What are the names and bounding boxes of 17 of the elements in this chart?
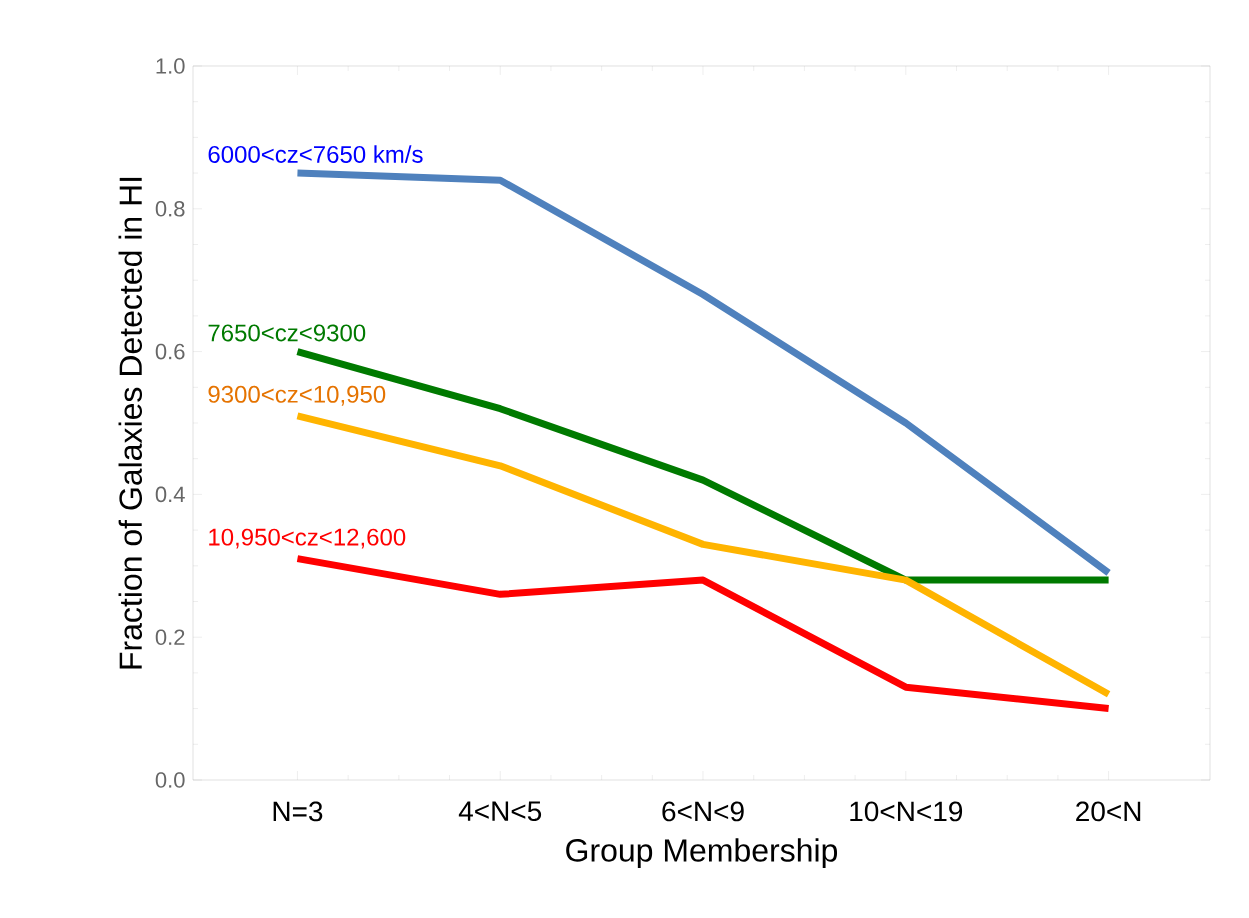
series-label: 9300<cz<10,950 — [208, 385, 386, 406]
series-label: 7650<cz<9300 — [208, 324, 366, 342]
x-tick-label: 10<N<19 — [850, 801, 963, 822]
y-tick-label: 0.6 — [155, 343, 185, 360]
y-tick-label: 0.0 — [155, 772, 185, 788]
x-tick-label: 20<N — [1076, 801, 1141, 822]
y-axis-title: Fraction of Galaxies Detected in HI — [118, 177, 143, 669]
series-label: 10,950<cz<12,600 — [209, 528, 406, 549]
x-tick-label: 6<N<9 — [662, 801, 744, 822]
x-tick-label: 4<N<5 — [458, 801, 542, 822]
y-tick-label: 1.0 — [156, 58, 185, 74]
x-tick-label: N=3 — [273, 801, 323, 822]
x-axis-title: Group Membership — [566, 838, 838, 869]
y-tick-label: 0.4 — [155, 486, 185, 503]
y-tick-label: 0.8 — [155, 201, 185, 217]
series-label: 6000<cz<7650 km/s — [208, 145, 423, 163]
y-tick-label: 0.2 — [155, 629, 185, 645]
